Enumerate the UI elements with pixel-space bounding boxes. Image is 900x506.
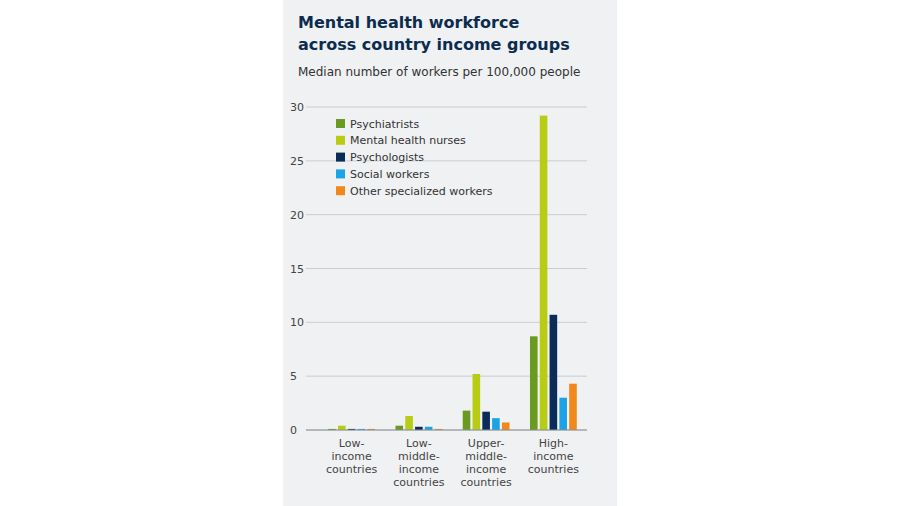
y-tick-label: 25 [290,155,304,168]
y-tick-label: 0 [290,424,297,437]
y-tick-label: 20 [290,209,304,222]
bar [463,411,471,430]
legend-label: Other specialized workers [350,185,493,198]
bar [492,418,500,430]
x-axis-line [306,430,587,431]
bar [502,422,510,430]
legend-swatch [336,119,345,128]
subtitle: Median number of workers per 100,000 peo… [298,65,580,79]
bars [328,116,577,430]
bar [473,374,481,430]
legend-label: Psychologists [350,151,424,164]
y-tick-label: 30 [290,101,304,114]
bar [405,416,413,430]
legend-label: Social workers [350,168,430,181]
chart-container: Mental health workforceacross country in… [0,0,900,506]
y-tick-label: 10 [290,316,304,329]
grid-line [306,430,587,431]
x-tick-label: Low-middle-incomecountries [393,437,444,489]
legend-label: Psychiatrists [350,118,419,131]
bar [540,116,548,430]
legend-swatch [336,153,345,162]
bar [559,398,567,430]
legend-swatch [336,136,345,145]
x-tick-label: Upper-middle-incomecountries [461,437,512,489]
legend-label: Mental health nurses [350,134,466,147]
y-tick-label: 5 [290,370,297,383]
bar [530,336,538,430]
legend-swatch [336,186,345,195]
x-tick-label: High-incomecountries [528,437,579,476]
grid-line [306,107,587,108]
bar [569,384,577,430]
title: Mental health workforceacross country in… [298,13,570,54]
bar [338,426,346,430]
chart-svg: Mental health workforceacross country in… [0,0,900,506]
legend-swatch [336,169,345,178]
bar [550,315,558,430]
bar [482,412,490,430]
x-tick-label: Low-incomecountries [326,437,377,476]
panel-background [283,0,617,506]
bar [395,426,403,430]
y-tick-label: 15 [290,263,304,276]
